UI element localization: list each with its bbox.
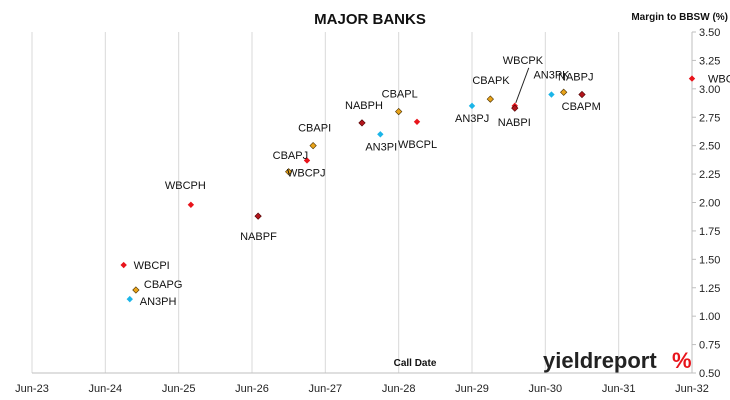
point-label-cbapl: CBAPL [382, 89, 418, 101]
y-tick-label: 1.50 [699, 254, 720, 266]
point-label-nabpf: NABPF [240, 231, 277, 243]
yieldreport-logo: yieldreport % [543, 348, 692, 373]
point-label-nabpi: NABPI [498, 117, 531, 129]
data-point-cbapm [560, 88, 568, 96]
data-point-wbcpl [413, 118, 421, 125]
logo-percent-symbol: % [672, 348, 692, 373]
point-label-cbapg: CBAPG [144, 279, 183, 291]
data-point-cbapl [395, 107, 403, 116]
data-point-nabpf [254, 212, 262, 220]
leader-line-wbcpk [515, 67, 530, 104]
data-point-wbcpi [120, 261, 127, 269]
axis-layer: Jun-23 Jun-24 Jun-25 Jun-26 Jun-27 Jun-28 Jun-… [15, 27, 720, 395]
x-tick-label: Jun-29 [455, 383, 489, 395]
x-tick-label: Jun-28 [382, 383, 416, 395]
point-label-an3ph: AN3PH [140, 296, 177, 308]
data-point-cbapg [132, 286, 140, 294]
point-label-wbcpl: WBCPL [398, 139, 437, 151]
point-label-wbcpm: WBCPM [708, 74, 730, 86]
y-tick-label: 2.50 [699, 141, 720, 153]
data-point-wbcph [187, 201, 195, 208]
point-label-wbcph: WBCPH [165, 180, 206, 192]
chart-title: MAJOR BANKS [314, 11, 426, 28]
y-tick-label: 0.50 [699, 368, 720, 380]
point-labels-layer: WBCPI CBAPG AN3PH WBCPH NABPF CBAPJ WBCPJ CBAPI… [134, 55, 730, 308]
y-tick-label: 2.00 [699, 198, 720, 210]
point-label-cbapm: CBAPM [562, 101, 601, 113]
point-label-an3pj: AN3PJ [455, 113, 489, 125]
data-point-nabph [358, 119, 366, 127]
y-tick-label: 1.75 [699, 226, 720, 238]
y-tick-label: 3.25 [699, 55, 720, 67]
x-tick-label: Jun-23 [15, 383, 49, 395]
point-label-cbapj: CBAPJ [273, 150, 308, 162]
x-tick-label: Jun-31 [602, 383, 636, 395]
point-label-nabpj: NABPJ [558, 72, 593, 84]
y-tick-label: 3.50 [699, 27, 720, 39]
y-tick-label: 2.75 [699, 112, 720, 124]
x-axis-title: Call Date [394, 358, 437, 369]
points-layer [120, 75, 696, 303]
x-tick-label: Jun-26 [235, 383, 269, 395]
data-point-an3pj [468, 102, 476, 110]
data-point-nabpi [511, 104, 519, 112]
data-point-an3pk [548, 91, 555, 98]
data-point-an3pi [377, 131, 384, 138]
point-label-an3pk: AN3PK [533, 70, 570, 82]
x-tick-label: Jun-30 [529, 383, 563, 395]
data-point-wbcpm [688, 75, 696, 82]
point-label-cbapk: CBAPK [472, 75, 510, 87]
x-tick-label: Jun-32 [675, 383, 709, 395]
data-point-cbapj [285, 168, 293, 176]
point-label-an3pi: AN3PI [365, 141, 397, 153]
point-label-wbcpj: WBCPJ [287, 167, 326, 179]
y-tick-label: 1.00 [699, 311, 720, 323]
data-point-an3ph [126, 295, 133, 303]
point-label-wbcpk: WBCPK [503, 55, 544, 67]
logo-wordmark: yieldreport [543, 348, 657, 373]
point-label-cbapi: CBAPI [298, 123, 331, 135]
y-tick-label: 3.00 [699, 84, 720, 96]
data-point-cbapi [309, 142, 317, 150]
point-label-wbcpi: WBCPI [134, 260, 170, 272]
x-tick-label: Jun-25 [162, 383, 196, 395]
x-tick-label: Jun-24 [89, 383, 123, 395]
data-point-cbapk [486, 95, 494, 103]
point-label-nabph: NABPH [345, 100, 383, 112]
y-tick-label: 2.25 [699, 169, 720, 181]
data-point-wbcpj [303, 157, 311, 164]
y-tick-label: 1.25 [699, 283, 720, 295]
y-axis-title: Margin to BBSW (%) [631, 12, 728, 23]
data-point-nabpj [578, 90, 586, 99]
y-tick-label: 0.75 [699, 340, 720, 352]
x-tick-label: Jun-27 [309, 383, 343, 395]
